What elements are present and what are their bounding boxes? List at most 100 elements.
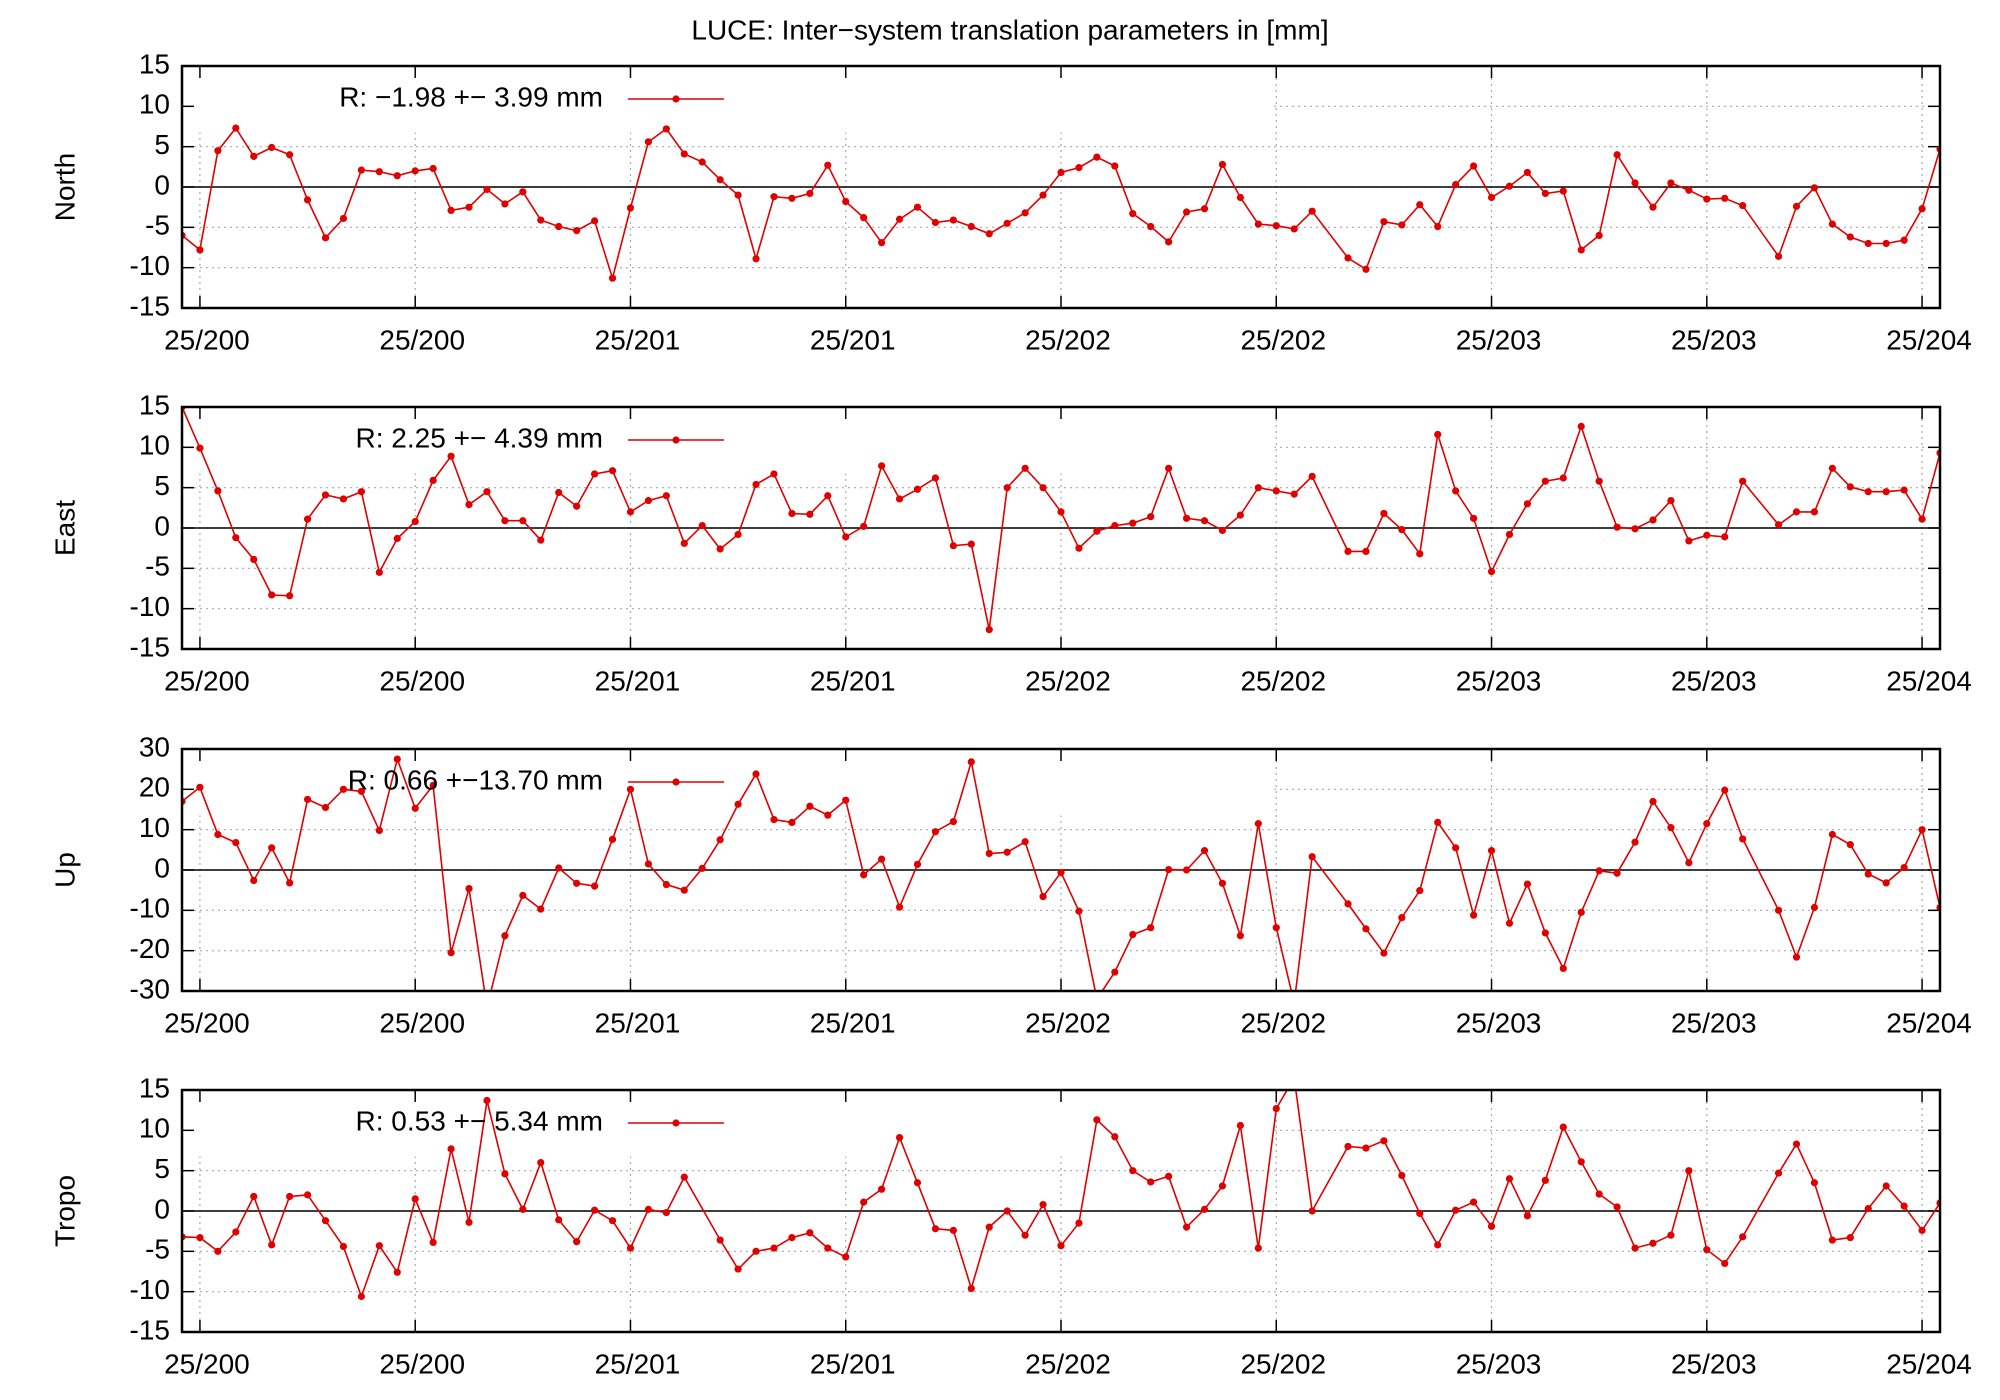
data-point <box>1613 523 1621 531</box>
data-point <box>1810 1179 1819 1187</box>
plot-frame <box>180 64 1942 310</box>
data-point <box>429 1238 437 1247</box>
data-point <box>1864 1204 1872 1213</box>
x-tick-label: 25/201 <box>595 665 681 696</box>
data-point <box>196 783 204 791</box>
y-tick-label: -20 <box>130 933 170 964</box>
data-point <box>1434 1241 1442 1249</box>
data-point <box>788 1234 796 1242</box>
data-point <box>196 1234 204 1242</box>
data-point <box>1774 1169 1783 1177</box>
plot-frame <box>180 405 1942 651</box>
data-point <box>1254 1244 1262 1252</box>
data-point <box>1272 1104 1280 1113</box>
data-point <box>393 534 401 543</box>
data-point <box>573 226 581 235</box>
data-point <box>1685 859 1693 867</box>
data-point <box>375 168 383 176</box>
data-point <box>1165 238 1173 246</box>
data-point <box>1272 222 1280 230</box>
x-tick-label: 25/201 <box>810 665 896 696</box>
data-point <box>268 844 276 852</box>
data-point <box>339 495 348 503</box>
data-point <box>1111 521 1119 530</box>
data-point <box>465 884 473 893</box>
data-point <box>1792 1140 1801 1148</box>
data-point <box>501 517 509 525</box>
y-tick-label: 10 <box>139 430 170 461</box>
data-point <box>680 1173 688 1181</box>
data-point <box>1685 1167 1693 1175</box>
data-point <box>1039 191 1047 199</box>
data-point <box>734 800 742 808</box>
data-point <box>1291 1074 1298 1081</box>
data-point <box>339 214 348 223</box>
data-point <box>1828 220 1836 228</box>
x-tick-label: 25/201 <box>810 324 896 355</box>
data-point <box>250 555 258 564</box>
data-point <box>1649 516 1657 524</box>
data-point <box>1667 1231 1675 1239</box>
data-point <box>1165 865 1173 874</box>
data-point <box>465 501 473 509</box>
data-point <box>1057 508 1065 516</box>
data-point <box>1398 913 1406 922</box>
legend-swatch-point <box>672 778 680 786</box>
y-tick-label: 20 <box>139 772 170 803</box>
data-point <box>1165 1172 1173 1180</box>
data-point <box>537 1159 545 1167</box>
legend-swatch-point <box>672 95 680 103</box>
data-point <box>1505 919 1514 927</box>
data-point <box>985 1223 993 1231</box>
data-point <box>1739 1233 1747 1241</box>
data-point <box>1218 879 1227 887</box>
data-point <box>1613 151 1621 159</box>
data-point <box>573 502 581 510</box>
data-point <box>1667 179 1675 187</box>
data-point <box>1272 924 1280 932</box>
legend-swatch-point <box>672 436 680 444</box>
data-point <box>1900 863 1908 872</box>
data-point <box>1577 246 1585 254</box>
data-point <box>268 591 276 599</box>
data-point <box>806 802 814 810</box>
x-tick-label: 25/200 <box>379 1007 465 1038</box>
data-point <box>931 1225 940 1233</box>
x-tick-label: 25/202 <box>1025 665 1111 696</box>
data-point <box>1308 207 1316 215</box>
data-point <box>1147 924 1155 932</box>
plot-frame <box>180 747 1942 993</box>
data-point <box>1200 847 1209 855</box>
data-point <box>1918 205 1926 213</box>
data-point <box>806 1229 814 1237</box>
panel: -30 -20 -10 0 10 20 30 25/200 25/200 25/201 25/201… <box>49 731 1971 1038</box>
y-axis-label: North <box>49 153 80 221</box>
data-point <box>1416 201 1424 209</box>
data-point <box>1631 838 1639 846</box>
data-point <box>1918 1226 1926 1234</box>
y-tick-label: 0 <box>154 510 170 541</box>
data-point <box>1523 168 1532 177</box>
x-tick-label: 25/203 <box>1456 1007 1542 1038</box>
data-point <box>931 828 940 836</box>
data-point <box>1810 184 1819 192</box>
data-point <box>1469 911 1478 919</box>
data-point <box>214 487 222 495</box>
data-point <box>878 1185 886 1193</box>
x-tick-label: 25/203 <box>1671 324 1757 355</box>
y-tick-label: 15 <box>139 1072 170 1103</box>
data-point <box>644 496 653 505</box>
data-point <box>1559 474 1567 482</box>
data-point <box>1075 1219 1083 1227</box>
data-point <box>1236 193 1244 202</box>
data-point <box>573 1238 581 1246</box>
data-point <box>913 1179 922 1187</box>
data-point <box>303 795 312 804</box>
data-point <box>1828 830 1836 839</box>
data-point <box>1487 847 1496 855</box>
y-tick-label: 5 <box>154 1153 170 1184</box>
data-point <box>949 818 957 826</box>
data-point <box>250 876 258 885</box>
data-point <box>232 1228 240 1236</box>
